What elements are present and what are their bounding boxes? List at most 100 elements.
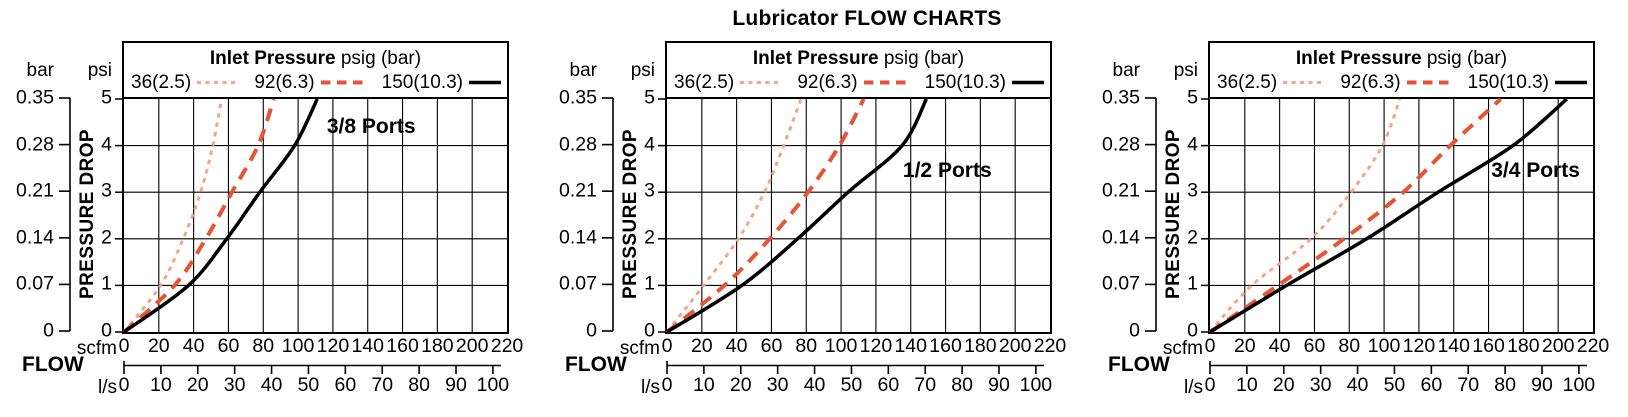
curve-series-0 — [122, 98, 223, 333]
bar-tick-label: 0.21 — [1102, 179, 1140, 202]
lps-axis-ruler — [666, 361, 1044, 374]
bar-axis-unit: bar — [1112, 60, 1140, 81]
legend-entry-36psig: 36(2.5) — [674, 73, 781, 92]
bar-axis-line — [602, 97, 614, 332]
scfm-tick-label: 40 — [1268, 335, 1291, 357]
dashed-line-sample-icon — [1406, 80, 1451, 85]
lps-tick-labels: 0 10 20 30 40 50 60 70 80 90 100 — [1205, 374, 1596, 396]
psi-axis-unit: psi — [630, 60, 655, 81]
flow-axis-label: FLOW — [22, 353, 84, 376]
scfm-tick-label: 140 — [1437, 335, 1470, 357]
lps-tick-label: 0 — [118, 374, 130, 396]
scfm-tick-label: 100 — [281, 335, 315, 357]
lps-tick-label: 0 — [661, 374, 673, 396]
lps-tick-label: 50 — [1383, 374, 1406, 396]
legend: Inlet Pressure psig (bar) 36(2.5) 92(6.3… — [665, 41, 1052, 97]
flow-chart: bar psi 0.35 0.28 0.21 0.14 0.07 0 PRESSURE D… — [1086, 41, 1628, 407]
plot-area: 1/2 Ports — [658, 97, 1052, 334]
bar-tick-label: 0 — [586, 319, 597, 342]
legend-entry-150psig: 150(10.3) — [382, 73, 502, 92]
plot-grid-and-curves — [115, 98, 507, 334]
chart-main: Inlet Pressure psig (bar) 36(2.5) 92(6.3… — [658, 41, 1066, 395]
legend-label-150psig: 150(10.3) — [924, 71, 1006, 93]
lps-tick-label: 30 — [766, 374, 789, 396]
psi-tick-label: 4 — [644, 132, 655, 155]
scfm-tick-label: 0 — [661, 335, 673, 357]
scfm-tick-label: 80 — [795, 335, 818, 357]
lps-tick-label: 40 — [803, 374, 826, 396]
legend-label-36psig: 36(2.5) — [1217, 71, 1278, 93]
solid-line-sample-icon — [1555, 80, 1587, 85]
scfm-tick-label: 200 — [998, 335, 1032, 357]
scfm-tick-label: 160 — [929, 335, 962, 357]
curve-series-2 — [1209, 97, 1569, 334]
psi-tick-label: 2 — [101, 226, 112, 249]
scfm-tick-label: 0 — [1204, 335, 1216, 357]
legend-heading: Inlet Pressure psig (bar) — [124, 48, 507, 70]
bar-tick-label: 0.14 — [16, 226, 54, 249]
plot-area: 3/4 Ports — [1201, 97, 1595, 334]
scfm-tick-label: 220 — [490, 335, 524, 357]
legend-heading-units: psig (bar) — [878, 48, 965, 69]
lubricator-flow-charts-page: Lubricator FLOW CHARTS bar psi 0.35 0.28 0… — [0, 7, 1628, 407]
scfm-tick-label: 220 — [1033, 335, 1067, 357]
legend-entry-150psig: 150(10.3) — [1468, 73, 1588, 92]
bar-tick-label: 0.21 — [559, 179, 597, 202]
lps-tick-label: 80 — [1494, 374, 1516, 396]
legend-heading-title: Inlet Pressure — [1295, 48, 1422, 69]
legend-heading-units: psig (bar) — [1421, 48, 1508, 69]
flow-axis-label: FLOW — [565, 353, 627, 376]
lps-tick-label: 10 — [150, 374, 172, 396]
dashed-line-sample-icon — [863, 80, 908, 85]
scfm-tick-label: 20 — [147, 335, 170, 357]
scfm-tick-label: 200 — [455, 335, 489, 357]
legend-entry-36psig: 36(2.5) — [131, 73, 238, 92]
lps-tick-label: 90 — [445, 374, 467, 396]
port-size-label: 1/2 Ports — [902, 159, 992, 183]
legend-entry-92psig: 92(6.3) — [797, 73, 908, 92]
lps-axis-unit: l/s — [98, 377, 117, 398]
lps-tick-label: 50 — [840, 374, 863, 396]
scfm-tick-label: 120 — [316, 335, 350, 357]
scfm-tick-label: 40 — [182, 335, 205, 357]
dashed-line-sample-icon — [320, 80, 365, 85]
lps-tick-label: 70 — [371, 374, 394, 396]
bar-tick-label: 0.07 — [1102, 272, 1140, 295]
psi-axis-tick-labels: 5 4 3 2 1 0 — [543, 88, 655, 340]
lps-tick-labels: 0 10 20 30 40 50 60 70 80 90 100 — [661, 374, 1053, 396]
psi-tick-label: 0 — [1187, 319, 1198, 342]
lps-tick-label: 20 — [729, 374, 752, 396]
curve-series-1 — [122, 98, 276, 334]
lps-axis-ruler — [123, 361, 501, 374]
scfm-tick-labels: 0 20 40 60 80 100 120 140 160 180 200 220 — [119, 335, 524, 357]
legend-entry-150psig: 150(10.3) — [925, 73, 1045, 92]
port-size-label: 3/4 Ports — [1491, 159, 1580, 183]
psi-tick-label: 2 — [1187, 226, 1198, 249]
scfm-tick-label: 180 — [1507, 335, 1540, 357]
psi-tick-label: 0 — [101, 319, 112, 342]
psi-tick-label: 0 — [644, 319, 655, 342]
legend-heading: Inlet Pressure psig (bar) — [1210, 48, 1593, 70]
scfm-tick-label: 60 — [217, 335, 240, 357]
legend-heading-units: psig (bar) — [335, 48, 422, 69]
legend-label-92psig: 92(6.3) — [254, 71, 315, 93]
bar-tick-label: 0 — [43, 319, 54, 342]
legend-label-150psig: 150(10.3) — [381, 71, 463, 93]
dotted-line-sample-icon — [740, 80, 781, 84]
scfm-tick-label: 180 — [421, 335, 454, 357]
psi-tick-label: 2 — [644, 226, 655, 249]
lps-tick-label: 20 — [1272, 374, 1295, 396]
lps-tick-label: 100 — [1019, 374, 1053, 396]
lps-tick-label: 40 — [260, 374, 283, 396]
scfm-tick-labels: 0 20 40 60 80 100 120 140 160 180 200 220 — [1204, 335, 1610, 357]
scfm-tick-label: 120 — [1402, 335, 1436, 357]
lps-tick-label: 70 — [914, 374, 937, 396]
legend-label-36psig: 36(2.5) — [131, 71, 192, 93]
scfm-tick-label: 100 — [1367, 335, 1401, 357]
legend-entries: 36(2.5) 92(6.3) 150(10.3) — [667, 70, 1050, 92]
legend-entry-36psig: 36(2.5) — [1217, 73, 1324, 92]
scfm-tick-label: 100 — [824, 335, 858, 357]
scfm-tick-label: 200 — [1541, 335, 1575, 357]
lps-tick-label: 60 — [1420, 374, 1443, 396]
legend-entries: 36(2.5) 92(6.3) 150(10.3) — [124, 70, 507, 92]
